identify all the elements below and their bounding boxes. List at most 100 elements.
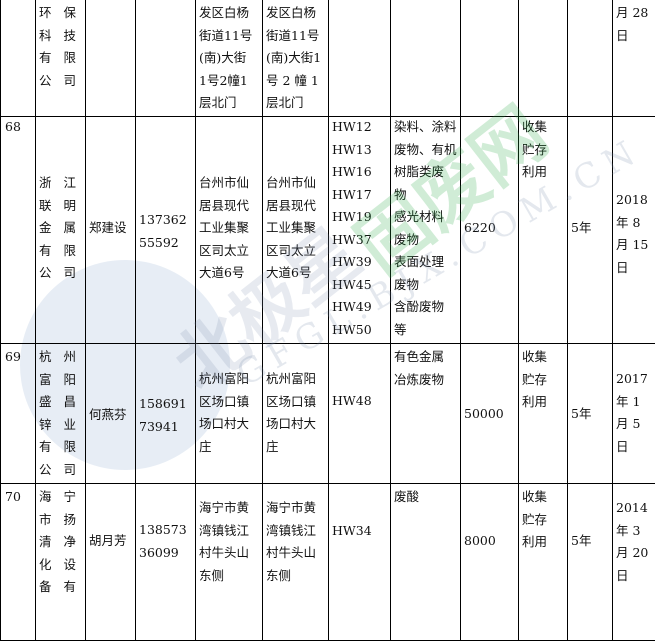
cell-no: 68 [0,116,36,344]
cell-line [522,2,564,25]
cell-line: 73941 [139,418,179,434]
cell-line: 居县现代 [199,197,250,213]
cell-date: 2017 年 1 月 5 日 [612,343,655,484]
cell-site-address: 杭州富阳 区场口镇 场口村大庄 [262,343,329,484]
cell-address: 发区白杨 街道11号 (南)大街 1号2幢1 层北门 [195,0,263,117]
cell-line: HW37 [332,231,372,247]
cell-line: 工业集聚 [266,220,317,235]
cell-line: 年 1 [616,393,641,409]
cell-line: 胡月芳 [89,533,127,548]
cell-line: 贮存 [522,141,548,157]
cell-site-address: 台州市仙 居县现代 工业集聚 区司太立 大道6号 [262,116,329,344]
cell-line: 大道6号 [199,265,245,280]
cell-line [89,2,132,25]
cell-phone: 138573 36099 [135,483,196,641]
cell-line: 海宁市黄 [199,500,250,515]
cell-site-address: 发区白杨 街道11号 (南)大街1 号 2 幢 1 层北门 [262,0,329,117]
cell-method [518,0,568,117]
cell-line: 居县现代 [266,197,317,213]
cell-method: 收集 贮存 利用 [518,343,568,484]
cell-line: 含酚废物 [394,299,445,314]
cell-line: 70 [5,489,21,504]
cell-line: HW16 [332,164,372,179]
cell-capacity: 6220 [460,116,519,344]
cell-line: 贮存 [522,511,548,527]
cell-line: 感光材料 [394,209,445,224]
cell-line: 等 [394,321,407,337]
cell-line: 工业集聚 [199,220,250,235]
cell-line: 2018 [616,192,648,207]
cell-line: 月 5 [616,416,641,431]
cell-line: 海宁 [39,489,76,504]
cell-line [571,2,609,25]
cell-line: 区场口镇 [199,393,250,409]
cell-line: 区司太立 [199,242,250,258]
cell-waste-type: 有色金属 冶炼废物 [390,343,461,484]
cell-waste-code: HW12 HW13 HW16 HW17 HW19 HW37 HW39 HW45 HW49 HW50 [328,116,391,344]
cell-line: 有限 [39,439,76,454]
cell-line [139,2,192,25]
cell-line: 1号2幢1 [199,72,248,88]
cell-line [394,2,457,25]
cell-line: 有色金属 [394,349,445,364]
cell-line: 月 15 [616,237,649,252]
cell-line: 号 2 幢 1 [266,72,319,88]
cell-line: 冶炼废物 [394,371,445,387]
cell-line: 日 [616,27,629,43]
cell-date: 2014 年 3 月 20 日 [612,483,655,641]
cell-site-address: 海宁市黄 湾镇钱江 村牛头山 东侧 [262,483,329,641]
cell-line: 盛昌 [39,394,76,409]
cell-line: 收集 [522,119,548,134]
cell-line: 公司 [39,72,76,88]
cell-line: 大道6号 [266,265,312,280]
cell-line: 湾镇钱江 [266,522,317,538]
cell-line: 158691 [139,396,187,411]
cell-line: 浙江 [39,175,76,190]
cell-line: 杭州富阳 [199,371,250,386]
cell-line: 月 28 [616,5,649,20]
cell-waste-code: HW48 [328,343,391,484]
cell-line: 日 [616,567,629,583]
cell-method: 收集 贮存 利用 [518,483,568,641]
cell-line: 村牛头山 [266,545,317,560]
cell-waste-type [390,0,461,117]
cell-line: 68 [5,119,21,134]
cell-line: 发区白杨 [266,5,317,20]
cell-line: 5年 [571,533,592,548]
cell-line: 利用 [522,164,548,179]
cell-line: HW48 [332,393,372,408]
cell-line: 湾镇钱江 [199,522,250,538]
cell-line: 6220 [464,220,496,235]
cell-capacity [460,0,519,117]
cell-line: 2017 [616,371,648,386]
cell-line: HW34 [332,523,372,538]
cell-line: 贮存 [522,371,548,387]
cell-address: 海宁市黄 湾镇钱江 村牛头山 东侧 [195,483,263,641]
cell-line: 层北门 [266,95,304,110]
cell-term [567,0,613,117]
cell-line: 杭州富阳 [266,371,317,386]
cell-line: 年 3 [616,522,641,538]
cell-line: 染料、涂料 [394,119,457,134]
cell-line: 清净 [39,534,76,549]
cell-line: 台州市仙 [199,175,250,190]
cell-line: 利用 [522,534,548,549]
cell-line: (南)大街 [199,50,247,65]
cell-line: HW13 [332,141,372,157]
cell-line: (南)大街1 [266,50,322,65]
cell-line: HW50 [332,321,372,337]
cell-no: 70 [0,483,36,641]
cell-line: 街道11号 [199,27,253,43]
cell-line: 环保 [39,5,76,20]
cell-line: 科技 [39,27,76,43]
cell-line: 备有 [39,579,76,594]
cell-term: 5年 [567,483,613,641]
cell-line: 公司 [39,265,76,280]
cell-line: 物 [394,186,407,202]
cell-date: 月 28 日 [612,0,655,117]
cell-line: 公司 [39,461,76,477]
cell-line: 55592 [139,234,179,250]
cell-line: 废物、有机 [394,141,457,157]
cell-method: 收集 贮存 利用 [518,116,568,344]
cell-line: 富阳 [39,371,76,387]
